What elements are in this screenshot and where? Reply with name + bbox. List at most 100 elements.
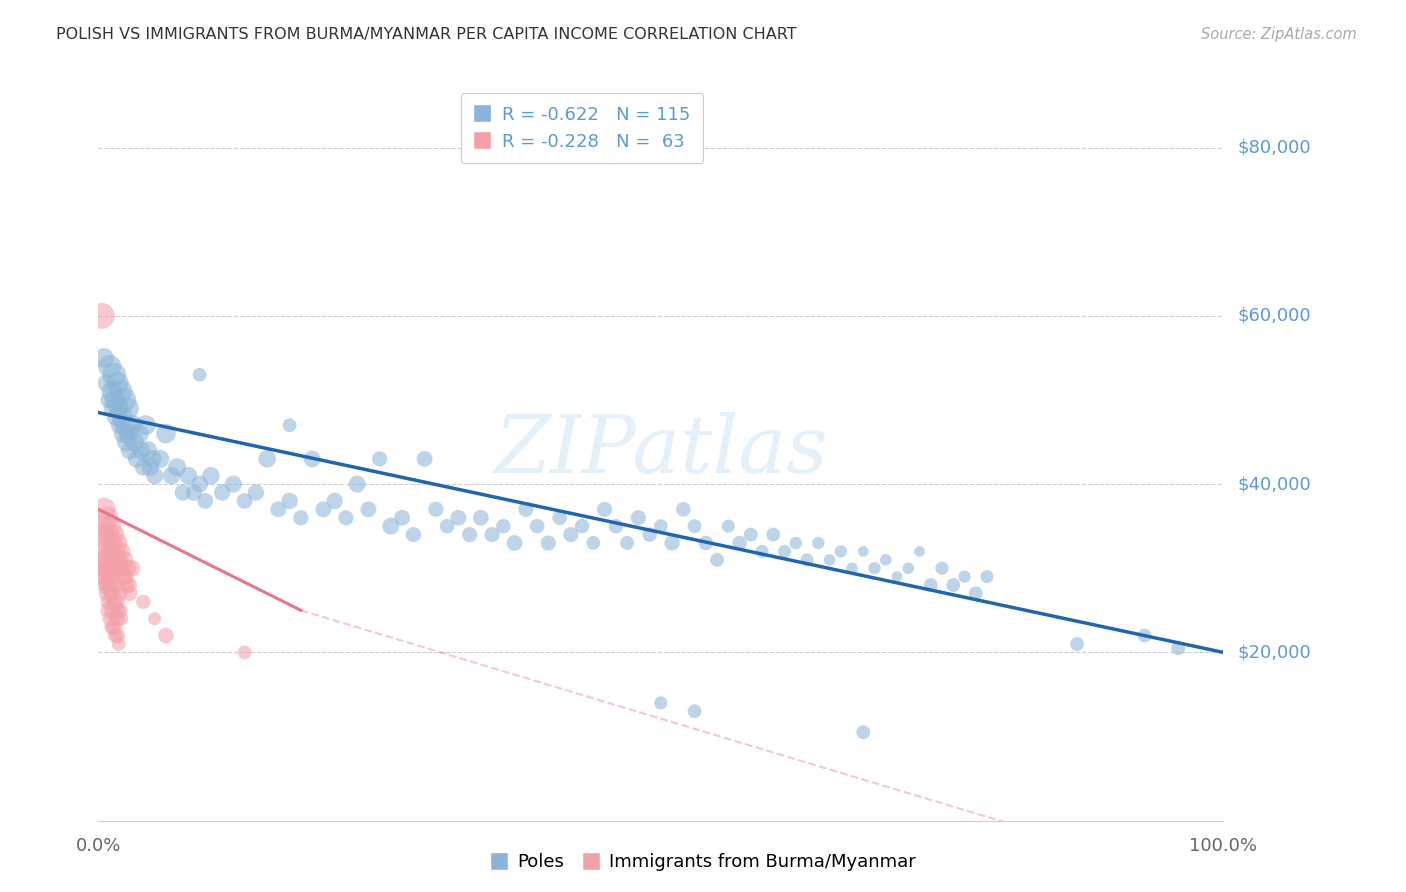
- Point: [425, 502, 447, 516]
- Point: [107, 628, 129, 642]
- Point: [118, 578, 141, 592]
- Point: [571, 519, 593, 533]
- Point: [458, 527, 481, 541]
- Point: [135, 418, 157, 433]
- Point: [357, 502, 380, 516]
- Point: [256, 451, 278, 466]
- Point: [886, 569, 908, 583]
- Point: [368, 451, 391, 466]
- Point: [96, 578, 118, 592]
- Point: [132, 460, 155, 475]
- Point: [112, 553, 135, 567]
- Point: [323, 494, 346, 508]
- Point: [98, 603, 121, 617]
- Point: [90, 527, 112, 541]
- Point: [118, 443, 141, 458]
- Point: [97, 595, 120, 609]
- Point: [841, 561, 863, 575]
- Point: [101, 603, 124, 617]
- Point: [107, 401, 129, 416]
- Point: [728, 536, 751, 550]
- Point: [141, 451, 163, 466]
- Point: [149, 451, 172, 466]
- Point: [627, 510, 650, 524]
- Point: [136, 443, 159, 458]
- Point: [931, 561, 953, 575]
- Point: [245, 485, 267, 500]
- Point: [107, 603, 129, 617]
- Point: [953, 569, 976, 583]
- Point: [413, 451, 436, 466]
- Point: [114, 418, 136, 433]
- Point: [93, 569, 115, 583]
- Point: [117, 561, 139, 575]
- Point: [139, 460, 162, 475]
- Point: [132, 595, 155, 609]
- Point: [278, 494, 301, 508]
- Point: [100, 519, 122, 533]
- Point: [548, 510, 571, 524]
- Point: [852, 544, 875, 558]
- Point: [98, 544, 121, 558]
- Point: [177, 468, 200, 483]
- Point: [101, 384, 124, 399]
- Point: [98, 578, 121, 592]
- Point: [105, 612, 128, 626]
- Point: [1066, 637, 1088, 651]
- Point: [108, 561, 131, 575]
- Text: ZIPatlas: ZIPatlas: [494, 412, 828, 489]
- Point: [160, 468, 183, 483]
- Point: [233, 494, 256, 508]
- Point: [104, 628, 127, 642]
- Point: [91, 544, 114, 558]
- Point: [100, 586, 122, 600]
- Point: [96, 561, 118, 575]
- Point: [96, 536, 118, 550]
- Point: [111, 409, 134, 424]
- Point: [481, 527, 503, 541]
- Text: $40,000: $40,000: [1237, 475, 1310, 493]
- Point: [97, 527, 120, 541]
- Point: [104, 392, 127, 407]
- Point: [143, 468, 166, 483]
- Point: [105, 561, 128, 575]
- Point: [101, 536, 124, 550]
- Point: [129, 443, 152, 458]
- Point: [107, 376, 129, 391]
- Point: [110, 612, 132, 626]
- Text: $20,000: $20,000: [1237, 643, 1310, 661]
- Point: [194, 494, 217, 508]
- Point: [97, 392, 120, 407]
- Point: [335, 510, 357, 524]
- Point: [875, 553, 897, 567]
- Point: [807, 536, 830, 550]
- Point: [661, 536, 683, 550]
- Point: [762, 527, 785, 541]
- Point: [118, 586, 141, 600]
- Point: [103, 368, 125, 382]
- Point: [183, 485, 205, 500]
- Point: [515, 502, 537, 516]
- Point: [616, 536, 638, 550]
- Point: [188, 477, 211, 491]
- Point: [118, 426, 141, 441]
- Point: [93, 351, 115, 365]
- Point: [582, 536, 605, 550]
- Point: [526, 519, 548, 533]
- Point: [785, 536, 807, 550]
- Point: [211, 485, 233, 500]
- Point: [103, 527, 125, 541]
- Point: [402, 527, 425, 541]
- Point: [346, 477, 368, 491]
- Point: [96, 586, 118, 600]
- Point: [965, 586, 987, 600]
- Point: [107, 553, 129, 567]
- Point: [101, 401, 124, 416]
- Point: [312, 502, 335, 516]
- Text: $80,000: $80,000: [1237, 138, 1310, 157]
- Point: [976, 569, 998, 583]
- Point: [96, 376, 118, 391]
- Point: [470, 510, 492, 524]
- Point: [117, 401, 139, 416]
- Point: [740, 527, 762, 541]
